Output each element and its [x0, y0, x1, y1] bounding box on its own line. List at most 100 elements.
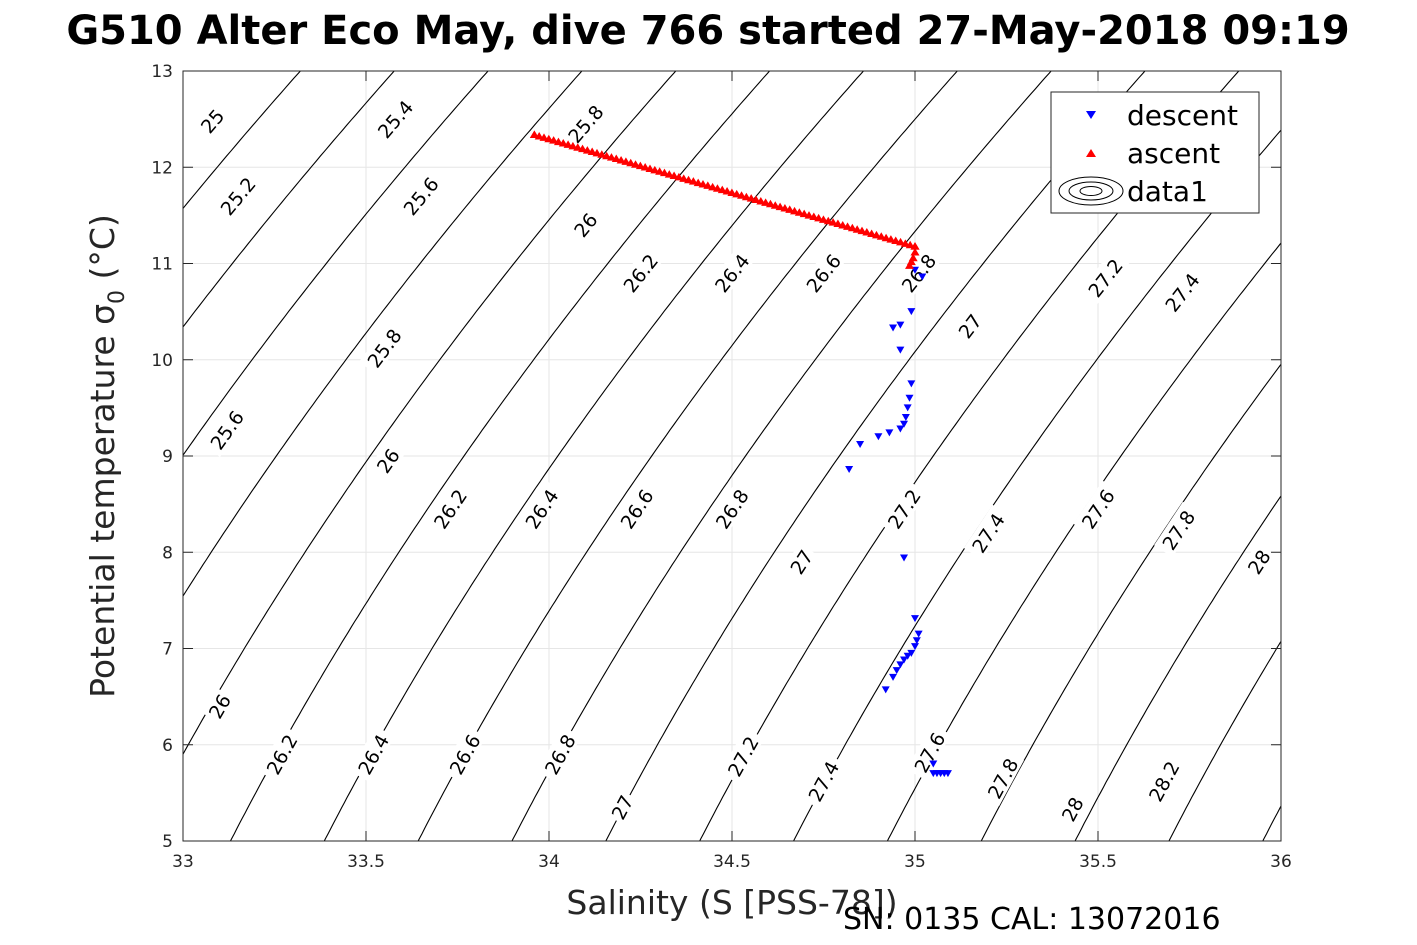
ascent-point: [650, 165, 660, 174]
descent-point: [892, 667, 901, 675]
ascent-point: [876, 232, 886, 240]
ascent-point: [606, 153, 616, 161]
contour-label-bg: [202, 401, 251, 457]
contour-label-bg: [536, 725, 582, 782]
contour-label-bg: [893, 245, 943, 300]
ascent-series: [529, 130, 920, 269]
descent-point: [912, 637, 921, 645]
ascent-point: [799, 209, 809, 218]
ascent-point: [881, 233, 891, 242]
descent-point: [905, 394, 914, 402]
contour-label-bg: [979, 749, 1024, 807]
descent-series: [845, 266, 952, 778]
descent-point: [845, 465, 854, 473]
ascent-point: [703, 181, 713, 189]
ascent-point: [891, 236, 901, 245]
ascent-point: [587, 147, 597, 155]
contour-label-bg: [1241, 543, 1276, 580]
contour-label-bg: [963, 504, 1011, 561]
ascent-point: [592, 148, 602, 157]
ascent-point: [857, 226, 867, 235]
y-axis-label-sub: 0: [105, 290, 130, 304]
ascent-point: [838, 220, 848, 229]
contour-label-bg: [612, 480, 660, 537]
ascent-point: [871, 230, 881, 239]
ascent-point: [558, 139, 568, 147]
y-tick-label: 7: [162, 640, 173, 660]
contour-label-bg: [212, 168, 263, 223]
ascent-point: [669, 171, 679, 180]
ascent-point: [529, 130, 539, 139]
density-contour-24.8: [183, 71, 302, 210]
ascent-point: [737, 191, 747, 199]
ascent-point: [765, 199, 775, 208]
serial-calibration-note: SN: 0135 CAL: 13072016: [843, 902, 1221, 937]
descent-point: [896, 425, 905, 433]
x-tick-label: 34.5: [713, 852, 751, 872]
ascent-point: [544, 134, 554, 143]
x-axis-label: Salinity (S [PSS-78]): [566, 883, 897, 922]
descent-point: [896, 661, 905, 669]
contour-label-bg: [1073, 480, 1121, 537]
density-contour-27.4: [980, 363, 1281, 841]
descent-point: [914, 630, 923, 638]
contour-label-bg: [201, 687, 236, 724]
ascent-point: [905, 261, 915, 269]
contour-label-bg: [1154, 501, 1202, 558]
descent-point: [907, 308, 916, 316]
legend-ascent-label: ascent: [1127, 137, 1220, 170]
density-contour-27.2: [886, 242, 1281, 841]
ascent-point: [640, 163, 650, 171]
contour-label-bg: [193, 102, 230, 139]
density-contour-25.2: [183, 71, 489, 457]
ascent-point: [573, 143, 583, 151]
y-axis-label: Potential temperature σ0 (°C): [83, 214, 130, 698]
descent-point: [907, 649, 916, 657]
ascent-point: [809, 212, 819, 220]
ascent-point: [568, 141, 578, 150]
ascent-point: [534, 131, 544, 140]
ascent-point: [659, 168, 669, 177]
contour-label-bg: [369, 442, 405, 479]
ascent-point: [708, 182, 718, 191]
ascent-point: [717, 185, 727, 194]
ascent-point: [896, 237, 906, 246]
ascent-point: [794, 208, 804, 216]
ascent-point: [712, 184, 722, 192]
descent-point: [901, 414, 910, 421]
contour-label-bg: [369, 91, 420, 146]
ascent-point: [823, 216, 833, 225]
x-tick-label: 36: [1270, 852, 1292, 872]
y-tick-label: 11: [151, 255, 173, 275]
ascent-point: [722, 187, 732, 195]
ascent-point: [684, 175, 694, 184]
contour-label-bg: [441, 725, 487, 782]
contour-label-bg: [707, 480, 755, 537]
contour-label-bg: [359, 320, 408, 375]
ascent-point: [635, 161, 645, 170]
descent-point: [885, 429, 894, 437]
descent-point: [856, 440, 865, 448]
ascent-point: [693, 178, 703, 187]
descent-point: [943, 770, 952, 778]
ascent-point: [905, 240, 915, 249]
ascent-point: [790, 206, 800, 215]
ascent-point: [698, 179, 708, 188]
ascent-point: [621, 157, 631, 165]
contour-label-bg: [559, 96, 611, 151]
ascent-point: [814, 213, 824, 222]
ascent-point: [780, 204, 790, 212]
ascent-point: [828, 218, 838, 226]
legend-contour-marker: [1058, 176, 1124, 206]
contour-label-bg: [706, 245, 756, 300]
descent-point: [889, 673, 898, 681]
ascent-point: [616, 155, 626, 164]
ascent-point: [751, 195, 761, 204]
legend-data1-label: data1: [1127, 175, 1208, 208]
contour-label-bg: [614, 245, 665, 300]
descent-point: [903, 652, 912, 660]
y-axis-label-main: Potential temperature σ: [83, 304, 122, 698]
descent-point: [911, 643, 919, 651]
